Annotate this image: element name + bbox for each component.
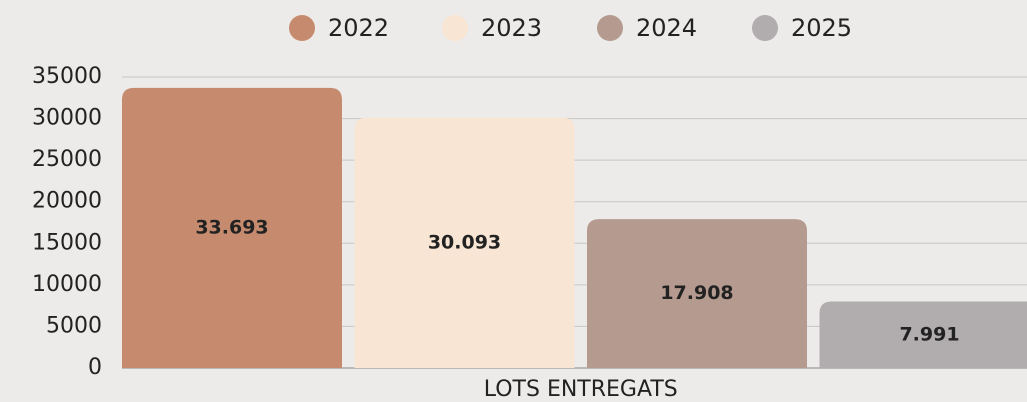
y-tick-label: 15000 <box>32 230 102 255</box>
y-tick-label: 0 <box>88 355 102 380</box>
y-tick-label: 5000 <box>46 313 102 338</box>
value-label: 7.991 <box>899 323 959 345</box>
y-tick-label: 35000 <box>32 64 102 89</box>
legend-label: 2023 <box>481 14 542 42</box>
x-tick-label: LOTS ENTREGATS <box>484 377 678 402</box>
legend-label: 2022 <box>328 14 389 42</box>
bar <box>819 301 1027 368</box>
bar <box>587 219 807 368</box>
y-tick-label: 25000 <box>32 147 102 172</box>
legend-swatch <box>597 15 623 41</box>
y-tick-label: 30000 <box>32 106 102 131</box>
legend-label: 2024 <box>636 14 697 42</box>
value-label: 17.908 <box>660 282 733 304</box>
y-tick-label: 10000 <box>32 272 102 297</box>
legend-label: 2025 <box>791 14 852 42</box>
bar <box>122 87 342 369</box>
value-label: 33.693 <box>195 216 268 238</box>
legend-swatch <box>289 15 315 41</box>
legend-swatch <box>442 15 468 41</box>
y-tick-label: 20000 <box>32 189 102 214</box>
legend-swatch <box>752 15 778 41</box>
bar <box>354 117 575 368</box>
value-label: 30.093 <box>428 231 501 253</box>
